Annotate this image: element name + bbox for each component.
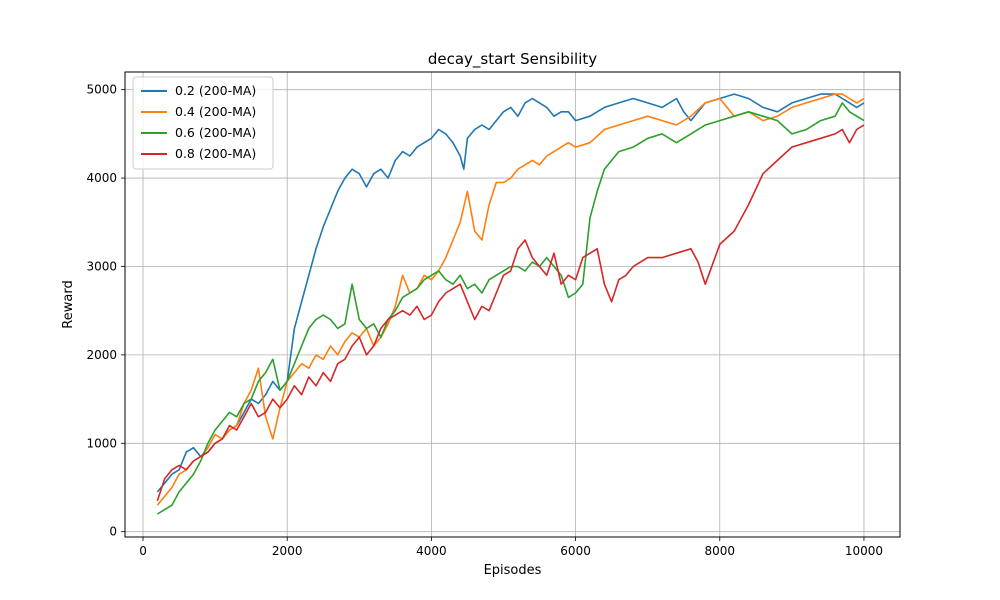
legend: 0.2 (200-MA) 0.4 (200-MA) 0.6 (200-MA) 0.8 … (132, 76, 274, 170)
y-tick-label: 4000 (86, 171, 117, 185)
legend-label: 0.6 (200-MA) (175, 125, 256, 140)
series-line-1 (156, 93, 865, 493)
plot-frame (124, 71, 901, 538)
y-tick-label: 5000 (86, 83, 117, 97)
series-line-2 (156, 93, 865, 506)
y-axis-title: Reward (61, 280, 76, 328)
axis-ticks: 0 2000 4000 6000 8000 10000 0 1000 2000 3000 4000 5… (86, 83, 883, 558)
y-tick-label: 0 (109, 525, 117, 539)
legend-label: 0.4 (200-MA) (175, 104, 256, 119)
series-line-3 (156, 102, 865, 515)
legend-box (132, 76, 274, 170)
x-tick-label: 6000 (560, 544, 591, 558)
x-tick-label: 0 (139, 544, 147, 558)
x-tick-label: 8000 (704, 544, 735, 558)
series-lines (156, 93, 865, 515)
y-tick-label: 1000 (86, 436, 117, 450)
x-tick-label: 4000 (416, 544, 447, 558)
y-tick-label: 2000 (86, 348, 117, 362)
chart-title: decay_start Sensibility (428, 50, 597, 69)
legend-label: 0.8 (200-MA) (175, 146, 256, 161)
y-tick-label: 3000 (86, 259, 117, 273)
legend-label: 0.2 (200-MA) (175, 83, 256, 98)
x-tick-label: 2000 (272, 544, 303, 558)
series-line-4 (156, 124, 865, 502)
x-axis-title: Episodes (484, 563, 542, 578)
x-tick-label: 10000 (845, 544, 883, 558)
